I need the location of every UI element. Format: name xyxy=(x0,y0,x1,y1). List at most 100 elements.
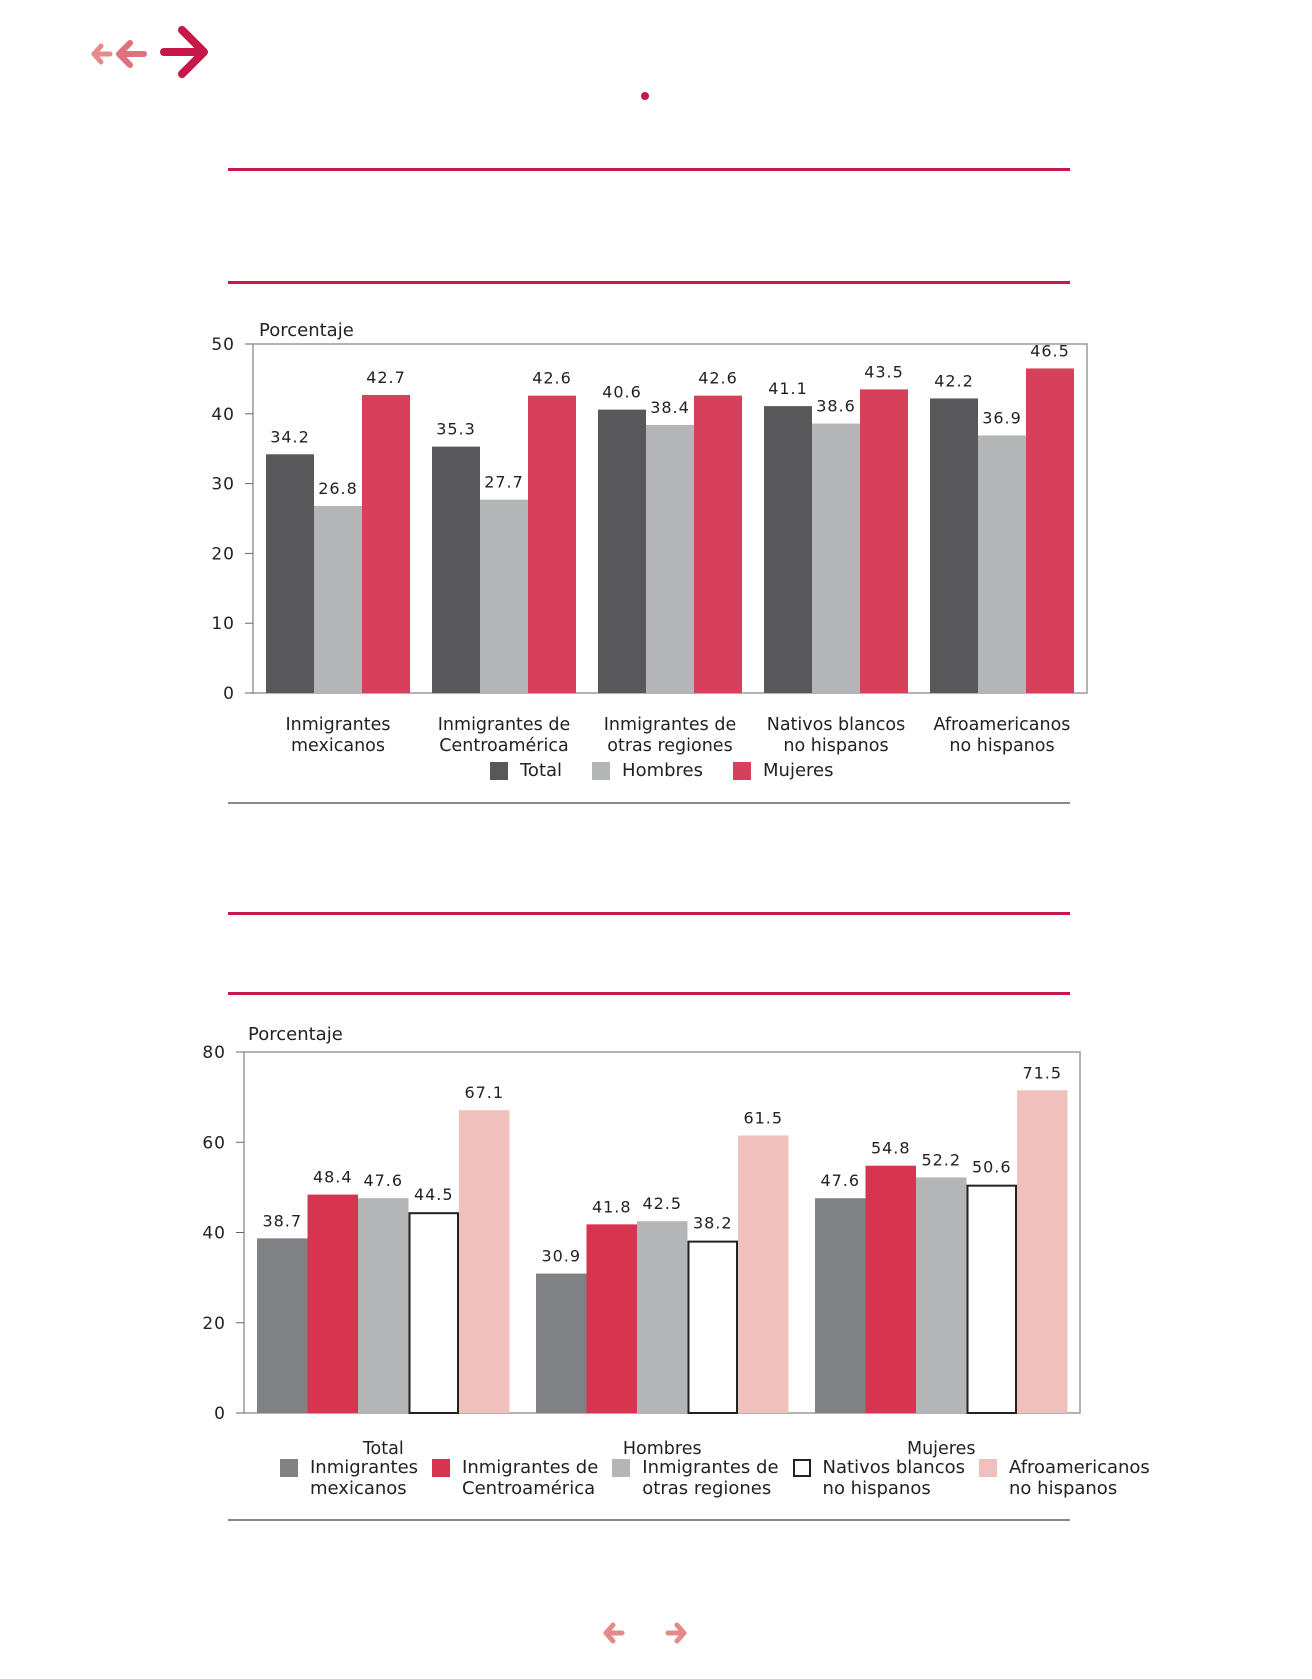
data-label: 41.8 xyxy=(592,1197,632,1216)
data-label: 38.7 xyxy=(262,1211,302,1230)
x-tick-label: no hispanos xyxy=(783,736,888,756)
bar xyxy=(738,1135,789,1413)
section-rule xyxy=(228,992,1070,995)
back-icon[interactable] xyxy=(116,40,147,68)
data-label: 48.4 xyxy=(313,1168,353,1187)
legend-label: Inmigrantes de otras regiones xyxy=(642,1457,779,1499)
bar xyxy=(637,1221,688,1413)
legend-label: Inmigrantes mexicanos xyxy=(310,1457,419,1499)
legend-label: Nativos blancos no hispanos xyxy=(822,1457,966,1499)
x-tick-label: Nativos blancos xyxy=(767,715,906,735)
legend-swatch xyxy=(792,1459,811,1477)
y-tick-label: 20 xyxy=(202,1314,226,1334)
legend-swatch xyxy=(592,762,611,780)
legend-label: Mujeres xyxy=(763,760,834,781)
x-tick-label: otras regiones xyxy=(607,736,732,756)
data-label: 42.7 xyxy=(366,368,406,387)
data-label: 52.2 xyxy=(921,1150,961,1169)
bar xyxy=(257,1238,308,1413)
legend-item: Hombres xyxy=(592,760,703,781)
bar xyxy=(687,1240,738,1414)
data-label: 34.2 xyxy=(270,427,310,446)
chart-1: Porcentaje 0 10 20 30 40 50 34.2 26.8 42.7 Inmigra… xyxy=(211,320,1088,756)
data-label: 54.8 xyxy=(871,1139,911,1158)
x-tick-label: Inmigrantes de xyxy=(604,715,736,735)
data-label: 27.7 xyxy=(484,473,524,492)
y-tick-label: 40 xyxy=(202,1224,226,1244)
legend-swatch xyxy=(490,762,508,780)
bar xyxy=(408,1212,459,1414)
y-tick-label: 0 xyxy=(223,684,235,704)
next-page-icon[interactable] xyxy=(665,1622,687,1644)
bar xyxy=(536,1273,587,1413)
data-label: 38.6 xyxy=(816,397,856,416)
chart-2-legend: Inmigrantes mexicanos Inmigrantes de Centro… xyxy=(280,1457,1164,1499)
bar xyxy=(764,406,812,693)
section-rule xyxy=(228,281,1070,284)
data-label: 43.5 xyxy=(864,362,904,381)
legend-item: Afroamericanos no hispanos xyxy=(979,1457,1150,1499)
forward-large-icon[interactable] xyxy=(160,26,208,78)
data-label: 42.6 xyxy=(698,369,738,388)
section-rule xyxy=(228,802,1070,804)
chart-2: Porcentaje 0 20 40 60 80 38.7 48.4 47.6 44.5 67.1 T… xyxy=(202,1024,1081,1459)
x-tick-label: Centroamérica xyxy=(439,736,568,756)
prev-page-icon[interactable] xyxy=(603,1622,625,1644)
y-axis-label: Porcentaje xyxy=(259,320,354,341)
bar xyxy=(586,1224,637,1413)
y-tick-label: 0 xyxy=(214,1404,226,1424)
y-tick-label: 40 xyxy=(211,405,235,425)
bar xyxy=(694,395,742,693)
section-rule xyxy=(228,912,1070,915)
data-label: 44.5 xyxy=(414,1185,454,1204)
bar xyxy=(916,1177,967,1413)
bar xyxy=(598,409,646,693)
bar xyxy=(266,454,314,693)
chart-1-legend: Total Hombres Mujeres xyxy=(490,760,864,781)
legend-swatch xyxy=(979,1459,998,1477)
bar xyxy=(362,394,410,693)
section-rule xyxy=(228,168,1070,171)
data-label: 71.5 xyxy=(1022,1063,1062,1082)
y-tick-label: 60 xyxy=(202,1133,226,1153)
bar xyxy=(978,435,1026,693)
legend-swatch xyxy=(612,1459,631,1477)
data-label: 36.9 xyxy=(982,408,1022,427)
bar xyxy=(860,389,908,693)
legend-swatch xyxy=(280,1459,298,1477)
x-tick-label: Total xyxy=(362,1439,404,1459)
y-tick-label: 80 xyxy=(202,1043,226,1063)
bar xyxy=(865,1165,916,1413)
bar xyxy=(480,499,528,693)
legend-item: Nativos blancos no hispanos xyxy=(792,1457,966,1499)
x-tick-label: Mujeres xyxy=(907,1439,976,1459)
data-label: 30.9 xyxy=(541,1247,581,1266)
bar xyxy=(432,446,480,693)
bar xyxy=(966,1184,1017,1414)
bar xyxy=(646,424,694,693)
data-label: 35.3 xyxy=(436,420,476,439)
bar xyxy=(1026,368,1074,693)
data-label: 50.6 xyxy=(972,1158,1012,1177)
bar xyxy=(815,1198,866,1413)
back-small-icon[interactable] xyxy=(91,43,113,65)
data-label: 38.4 xyxy=(650,398,690,417)
x-tick-label: Hombres xyxy=(623,1439,702,1459)
bar xyxy=(528,395,576,693)
data-label: 26.8 xyxy=(318,479,358,498)
data-label: 47.6 xyxy=(363,1171,403,1190)
data-label: 47.6 xyxy=(820,1171,860,1190)
y-tick-label: 10 xyxy=(211,614,235,634)
legend-label: Afroamericanos no hispanos xyxy=(1009,1457,1150,1499)
y-tick-label: 20 xyxy=(211,544,235,564)
x-tick-label: Inmigrantes de xyxy=(438,715,570,735)
legend-swatch xyxy=(733,762,752,780)
bottom-nav xyxy=(603,1622,687,1644)
bar xyxy=(812,423,860,693)
data-label: 42.2 xyxy=(934,371,974,390)
bar xyxy=(1017,1090,1068,1413)
legend-item: Inmigrantes de Centroamérica xyxy=(432,1457,598,1499)
x-tick-label: mexicanos xyxy=(291,736,385,756)
bar xyxy=(930,398,978,693)
bar xyxy=(314,505,362,693)
